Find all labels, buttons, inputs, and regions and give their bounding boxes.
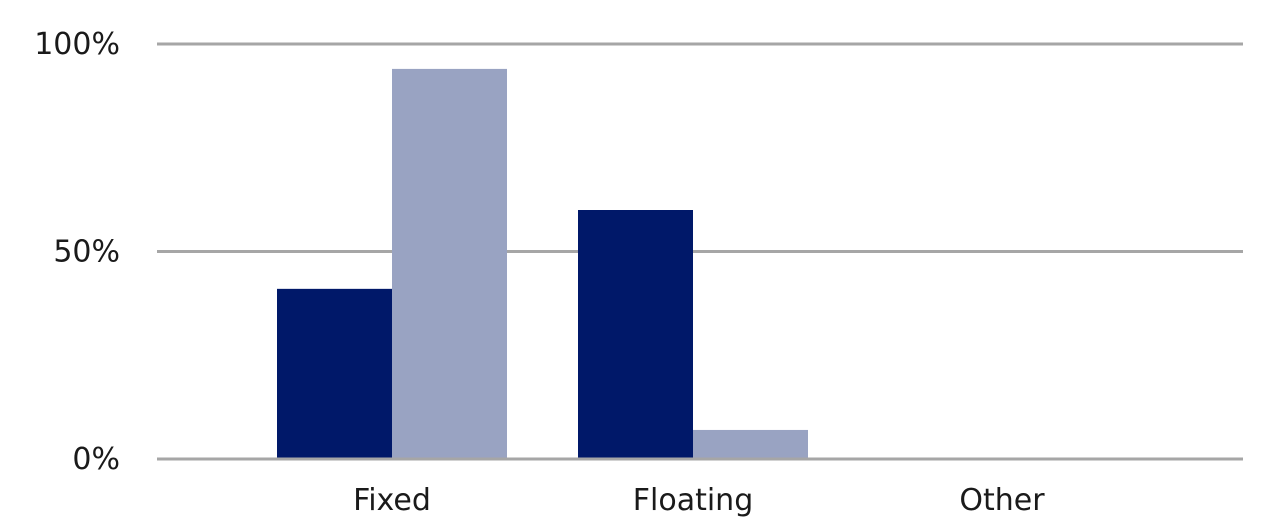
y-axis-ticks: 0% 50% 100% bbox=[34, 27, 120, 477]
x-axis-labels: Fixed Floating Other bbox=[353, 483, 1045, 518]
y-tick-label: 100% bbox=[34, 27, 120, 62]
bar-floating-series-1 bbox=[578, 210, 693, 459]
bar-fixed-series-2 bbox=[392, 68, 507, 460]
bar-floating-series-2 bbox=[693, 429, 808, 459]
y-tick-label: 0% bbox=[72, 442, 120, 477]
x-category-label: Other bbox=[959, 483, 1045, 518]
y-tick-label: 50% bbox=[53, 235, 120, 270]
bars bbox=[157, 68, 1243, 461]
x-category-label: Floating bbox=[633, 483, 753, 518]
bar-fixed-series-1 bbox=[277, 288, 392, 459]
x-category-label: Fixed bbox=[353, 483, 431, 518]
